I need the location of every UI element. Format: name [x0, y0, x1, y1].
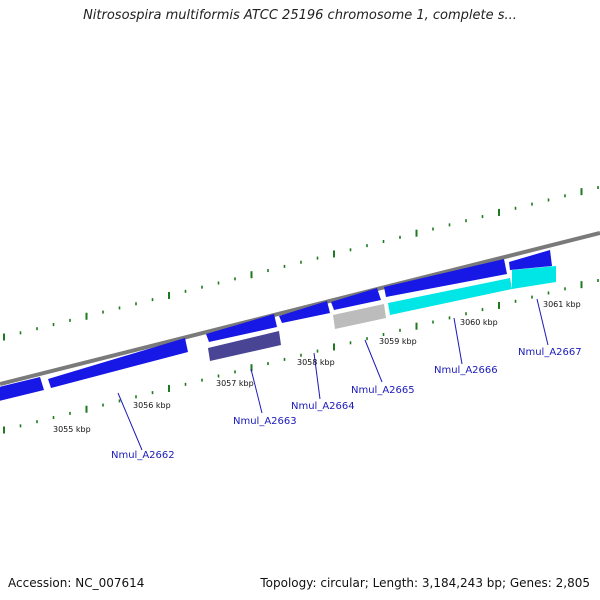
- map-title: Nitrosospira multiformis ATCC 25196 chro…: [83, 8, 517, 23]
- gene-arrow[interactable]: [0, 377, 44, 402]
- kbp-label: 3060 kbp: [460, 318, 498, 327]
- gene-arrow[interactable]: [331, 288, 381, 310]
- gene-arrow[interactable]: [279, 301, 330, 323]
- gene-arrow-nmul-a2666[interactable]: [388, 278, 512, 315]
- gene-arrow-nmul-a2663[interactable]: [208, 331, 281, 361]
- gene-label-nmul-a2665[interactable]: Nmul_A2665: [351, 385, 415, 396]
- kbp-label: 3055 kbp: [53, 425, 91, 434]
- kbp-label: 3061 kbp: [543, 300, 581, 309]
- tick-row-lower: [3, 279, 599, 434]
- chromosome-backbone: [0, 231, 600, 386]
- gene-label-nmul-a2667[interactable]: Nmul_A2667: [518, 347, 582, 358]
- gene-arrow[interactable]: [384, 259, 507, 297]
- gene-arrow-nmul-a2662[interactable]: [48, 338, 188, 388]
- gene-arrow-nmul-a2667-upper[interactable]: [509, 250, 552, 270]
- gene-label-nmul-a2664[interactable]: Nmul_A2664: [291, 401, 355, 412]
- gene-label-leaders: [117, 298, 549, 451]
- gene-arrow-nmul-a2667[interactable]: [512, 266, 556, 289]
- gene-label-nmul-a2666[interactable]: Nmul_A2666: [434, 365, 498, 376]
- gene-label-nmul-a2662[interactable]: Nmul_A2662: [111, 450, 175, 461]
- gene-arrow[interactable]: [206, 314, 277, 342]
- kbp-label: 3059 kbp: [379, 337, 417, 346]
- gene-arrow-nmul-a2665[interactable]: [333, 304, 386, 329]
- topology-text: Topology: circular; Length: 3,184,243 bp…: [260, 576, 590, 590]
- tick-row-upper: [3, 186, 599, 341]
- accession-text: Accession: NC_007614: [8, 576, 145, 590]
- kbp-label: 3057 kbp: [216, 379, 254, 388]
- kbp-label: 3058 kbp: [297, 358, 335, 367]
- kbp-label: 3056 kbp: [133, 401, 171, 410]
- gene-label-nmul-a2663[interactable]: Nmul_A2663: [233, 416, 297, 427]
